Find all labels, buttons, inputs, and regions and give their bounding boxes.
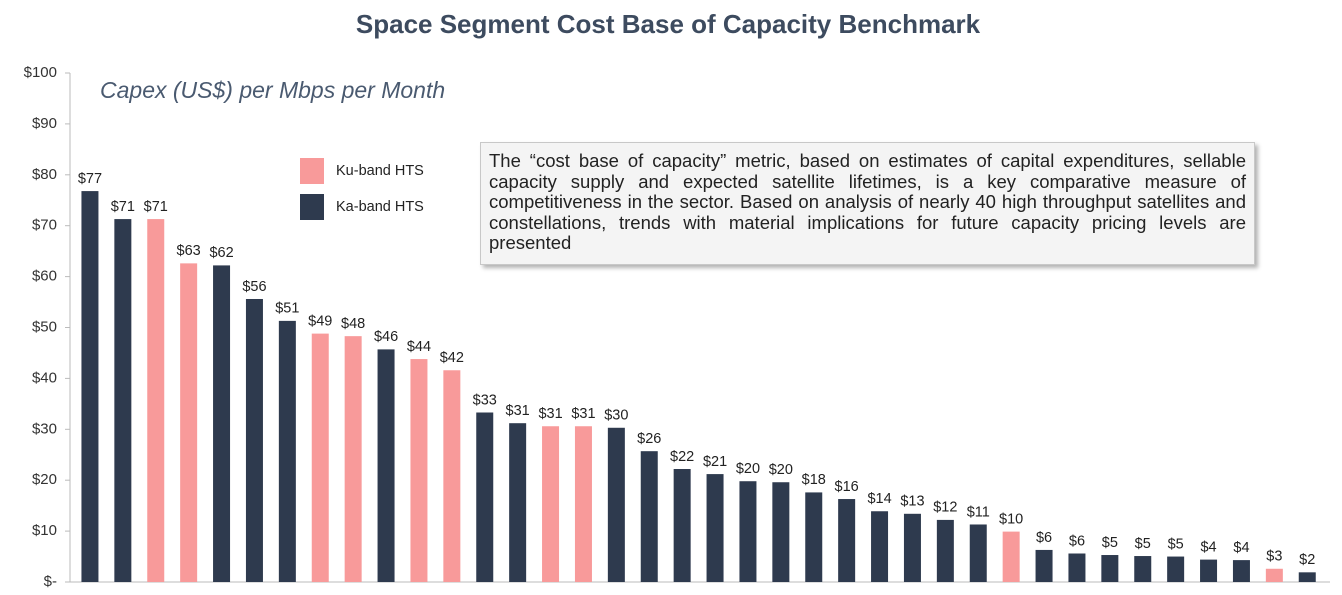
bar [772, 482, 790, 582]
data-label: $33 [473, 392, 497, 408]
data-label: $51 [275, 301, 299, 317]
bar [344, 336, 362, 582]
data-label: $6 [1069, 533, 1085, 549]
data-label: $44 [407, 339, 431, 355]
data-label: $14 [867, 491, 891, 507]
bar [180, 263, 198, 582]
data-label: $63 [177, 243, 201, 259]
chart-subtitle: Capex (US$) per Mbps per Month [100, 77, 445, 103]
data-label: $22 [670, 449, 694, 465]
bar [1101, 555, 1119, 582]
y-tick-label: $- [44, 573, 57, 590]
data-label: $5 [1102, 535, 1118, 551]
data-label: $71 [111, 199, 135, 215]
data-label: $2 [1299, 552, 1315, 568]
y-tick-label: $50 [32, 318, 57, 335]
bar [1298, 572, 1316, 582]
y-tick-label: $70 [32, 217, 57, 234]
bar [1002, 531, 1020, 582]
bar [1265, 568, 1283, 582]
data-label: $11 [967, 504, 990, 520]
bar [903, 513, 921, 582]
data-label: $31 [506, 403, 530, 419]
data-label: $49 [308, 313, 332, 329]
data-label: $20 [769, 462, 793, 478]
legend-swatch [300, 194, 324, 220]
bar [574, 426, 592, 582]
bar [213, 265, 231, 582]
y-tick-label: $10 [32, 522, 57, 539]
data-label: $12 [933, 500, 957, 516]
legend-label: Ka-band HTS [336, 199, 424, 215]
data-label: $26 [637, 431, 661, 447]
data-label: $46 [374, 329, 398, 345]
bar [542, 426, 560, 582]
bar [1232, 560, 1250, 582]
bar [706, 474, 724, 582]
bar [278, 320, 296, 582]
bar [739, 481, 757, 582]
data-label: $31 [538, 406, 562, 422]
bar [936, 519, 954, 582]
bar [871, 511, 889, 582]
bar [114, 219, 132, 582]
bar [147, 219, 165, 582]
bar [1200, 559, 1218, 582]
data-label: $48 [341, 316, 365, 332]
bar [509, 423, 527, 582]
bar [311, 333, 329, 582]
legend-label: Ku-band HTS [336, 163, 424, 179]
bar [838, 499, 856, 582]
bar [969, 524, 987, 582]
data-label: $31 [571, 406, 595, 422]
bar [607, 427, 625, 582]
data-label: $21 [703, 454, 727, 470]
y-tick-label: $80 [32, 166, 57, 183]
data-label: $42 [440, 350, 464, 366]
y-tick-label: $100 [24, 64, 57, 81]
bar [1068, 553, 1086, 582]
bar [673, 469, 691, 582]
bar [410, 359, 428, 582]
data-label: $13 [900, 494, 924, 510]
data-label: $62 [209, 245, 233, 261]
chart-title: Space Segment Cost Base of Capacity Benc… [356, 9, 981, 39]
data-label: $20 [736, 461, 760, 477]
data-label: $77 [78, 171, 102, 187]
bar [640, 451, 658, 582]
bar [81, 191, 99, 582]
data-label: $10 [999, 511, 1023, 527]
data-label: $5 [1135, 536, 1151, 552]
data-label: $4 [1233, 540, 1249, 556]
y-tick-label: $90 [32, 115, 57, 132]
data-label: $56 [242, 279, 266, 295]
data-label: $16 [835, 479, 859, 495]
y-tick-label: $20 [32, 471, 57, 488]
legend-swatch [300, 158, 324, 184]
bar [377, 349, 395, 582]
bar [1167, 556, 1185, 582]
y-tick-label: $40 [32, 369, 57, 386]
bar [1134, 556, 1152, 582]
bar [245, 298, 263, 582]
bar [443, 370, 461, 582]
y-tick-label: $60 [32, 268, 57, 285]
data-label: $6 [1036, 530, 1052, 546]
data-label: $71 [144, 199, 168, 215]
data-label: $18 [802, 472, 826, 488]
bar [1035, 549, 1053, 582]
y-tick-label: $30 [32, 420, 57, 437]
data-label: $4 [1200, 539, 1216, 555]
annotation: The “cost base of capacity” metric, base… [480, 142, 1255, 265]
bar [805, 492, 823, 582]
data-label: $30 [604, 408, 628, 424]
bar [476, 412, 494, 582]
data-label: $3 [1266, 549, 1282, 565]
data-label: $5 [1168, 536, 1184, 552]
